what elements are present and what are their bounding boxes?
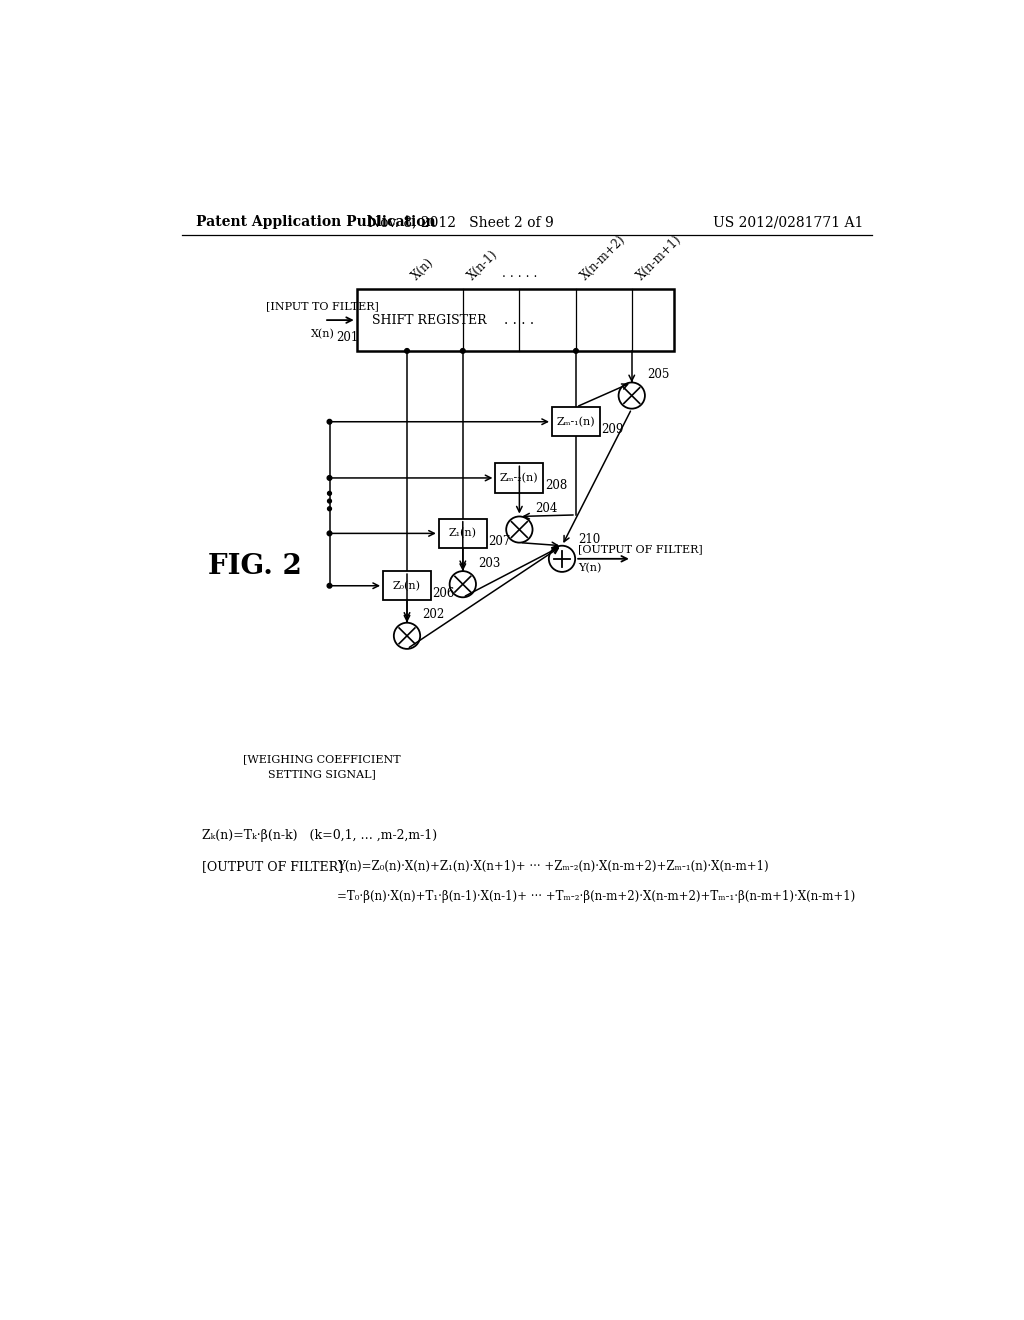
Text: [OUTPUT OF FILTER]: [OUTPUT OF FILTER] [202,859,343,873]
Text: Patent Application Publication: Patent Application Publication [197,215,436,230]
Text: Nov. 8, 2012   Sheet 2 of 9: Nov. 8, 2012 Sheet 2 of 9 [369,215,554,230]
Circle shape [328,475,332,480]
Text: SHIFT REGISTER: SHIFT REGISTER [372,314,486,326]
Text: X(n): X(n) [410,256,436,284]
Circle shape [328,531,332,536]
Text: 203: 203 [478,557,501,570]
Text: 202: 202 [423,609,444,622]
Text: =T₀·β(n)·X(n)+T₁·β(n-1)·X(n-1)+ ··· +Tₘ-₂·β(n-m+2)·X(n-m+2)+Tₘ-₁·β(n-m+1)·X(n-m+: =T₀·β(n)·X(n)+T₁·β(n-1)·X(n-1)+ ··· +Tₘ-… [337,890,855,903]
Text: 208: 208 [545,479,567,492]
Text: X(n-m+1): X(n-m+1) [634,234,684,284]
Text: 205: 205 [647,368,670,381]
Text: X(n): X(n) [310,330,335,339]
Bar [356,289,675,351]
Text: . . . . .: . . . . . [502,267,537,280]
Text: [WEIGHING COEFFICIENT: [WEIGHING COEFFICIENT [243,754,400,764]
Bar [496,463,544,492]
Text: Zₘ-₁(n): Zₘ-₁(n) [557,417,595,426]
Text: FIG. 2: FIG. 2 [208,553,302,579]
Text: X(n-1): X(n-1) [465,248,500,284]
Text: X(n-m+2): X(n-m+2) [579,234,628,284]
Text: 201: 201 [336,331,358,345]
Circle shape [328,583,332,589]
Bar [438,519,486,548]
Text: 210: 210 [579,533,600,545]
Text: 209: 209 [601,424,624,437]
Bar [383,572,431,601]
Text: . . . .: . . . . [504,313,535,327]
Text: 206: 206 [432,587,455,601]
Circle shape [328,491,332,495]
Circle shape [404,348,410,354]
Text: US 2012/0281771 A1: US 2012/0281771 A1 [713,215,863,230]
Text: [INPUT TO FILTER]: [INPUT TO FILTER] [266,301,379,312]
Text: [OUTPUT OF FILTER]: [OUTPUT OF FILTER] [579,544,703,554]
Circle shape [328,499,332,503]
Bar [552,407,600,437]
Text: Y(n)=Z₀(n)·X(n)+Z₁(n)·X(n+1)+ ··· +Zₘ-₂(n)·X(n-m+2)+Zₘ-₁(n)·X(n-m+1): Y(n)=Z₀(n)·X(n)+Z₁(n)·X(n+1)+ ··· +Zₘ-₂(… [337,859,769,873]
Text: Y(n): Y(n) [579,564,602,574]
Text: Zₖ(n)=Tₖ·β(n-k)   (k=0,1, … ,m-2,m-1): Zₖ(n)=Tₖ·β(n-k) (k=0,1, … ,m-2,m-1) [202,829,437,842]
Circle shape [328,420,332,424]
Text: 207: 207 [488,535,511,548]
Text: 204: 204 [535,502,557,515]
Circle shape [461,348,465,354]
Text: Z₁(n): Z₁(n) [449,528,477,539]
Circle shape [573,348,579,354]
Text: Zₘ-₂(n): Zₘ-₂(n) [500,473,539,483]
Text: SETTING SIGNAL]: SETTING SIGNAL] [268,770,376,779]
Circle shape [328,507,332,511]
Text: Z₀(n): Z₀(n) [393,581,421,591]
